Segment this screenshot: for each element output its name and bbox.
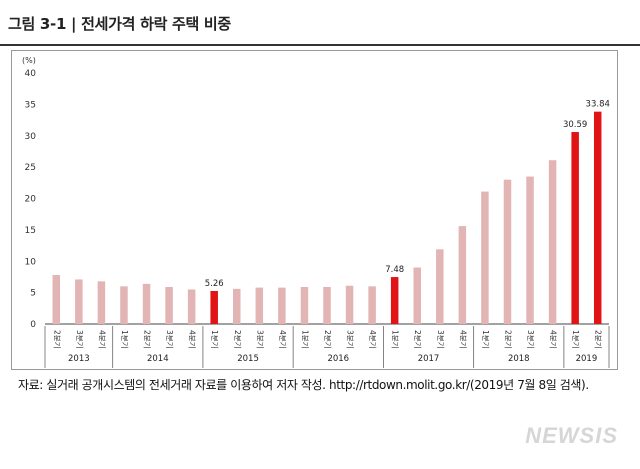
year-label: 2013 — [68, 354, 90, 364]
bar — [503, 179, 512, 324]
data-label: 7.48 — [385, 265, 404, 275]
bar — [548, 160, 557, 324]
x-tick-label: 2분기 — [323, 330, 332, 349]
bar — [323, 286, 331, 324]
bar — [278, 287, 286, 324]
bar — [413, 267, 421, 324]
bar — [345, 285, 354, 324]
year-label: 2018 — [508, 354, 530, 364]
data-label: 30.59 — [563, 120, 587, 130]
bar — [187, 289, 196, 324]
bar — [255, 287, 264, 324]
bar — [526, 176, 534, 324]
y-tick-label: 30 — [25, 132, 37, 142]
chart-frame: (%) 0 5 10 15 20 25 30 35 40 5.26 7.48 30.59 33.84 2분기… — [11, 50, 618, 370]
y-tick-label: 15 — [25, 226, 36, 236]
source-note: 자료: 실거래 공개시스템의 전세거래 자료를 이용하여 저자 작성. http… — [18, 378, 589, 392]
x-tick-label: 4분기 — [458, 330, 467, 349]
data-label: 33.84 — [586, 100, 610, 110]
year-label: 2015 — [237, 354, 259, 364]
year-label: 2016 — [327, 354, 349, 364]
watermark-logo: NEWSIS — [525, 423, 618, 448]
y-tick-label: 20 — [25, 195, 37, 205]
y-tick-label: 25 — [25, 163, 36, 173]
x-tick-label: 2분기 — [233, 330, 242, 349]
x-tick-label: 1분기 — [300, 330, 309, 349]
year-label: 2014 — [147, 354, 169, 364]
bar — [120, 286, 128, 324]
y-tick-label: 40 — [25, 69, 37, 79]
x-tick-label: 3분기 — [255, 330, 264, 349]
bar — [368, 286, 376, 324]
bar — [233, 288, 241, 324]
x-tick-label: 2분기 — [143, 330, 152, 349]
bar — [300, 286, 309, 324]
y-tick-label: 0 — [30, 320, 36, 330]
bar — [75, 279, 83, 324]
x-tick-label: 1분기 — [120, 330, 129, 349]
x-tick-label: 3분기 — [75, 330, 84, 349]
bar — [142, 283, 151, 324]
year-label: 2019 — [576, 354, 598, 364]
x-tick-label: 1분기 — [391, 330, 400, 349]
title-divider — [0, 44, 640, 46]
x-tick-label: 4분기 — [278, 330, 287, 349]
x-tick-label: 3분기 — [346, 330, 355, 349]
y-tick-label: 5 — [30, 289, 36, 299]
bar — [436, 249, 444, 324]
x-tick-label: 4분기 — [549, 330, 558, 349]
x-tick-label: 2분기 — [52, 330, 61, 349]
x-tick-label: 4분기 — [368, 330, 377, 349]
bar — [458, 226, 467, 324]
bar — [52, 275, 61, 324]
x-tick-label: 2분기 — [594, 330, 603, 349]
x-tick-label: 2분기 — [413, 330, 422, 349]
bar — [97, 281, 106, 324]
bar — [571, 132, 579, 324]
bar-chart: (%) 0 5 10 15 20 25 30 35 40 5.26 7.48 30.59 33.84 2분기… — [22, 56, 610, 368]
y-axis-unit-label: (%) — [22, 56, 36, 65]
x-tick-label: 3분기 — [526, 330, 535, 349]
x-tick-label: 4분기 — [188, 330, 197, 349]
figure-title-row: 그림 3-1 | 전세가격 하락 주택 비중 — [8, 12, 231, 34]
bar — [593, 111, 602, 325]
x-tick-label: 1분기 — [210, 330, 219, 349]
y-tick-label: 35 — [25, 100, 36, 110]
x-tick-label: 2분기 — [503, 330, 512, 349]
bar — [481, 191, 489, 324]
x-tick-label: 3분기 — [436, 330, 445, 349]
x-tick-label: 3분기 — [165, 330, 174, 349]
bar — [210, 290, 218, 324]
y-tick-label: 10 — [25, 257, 37, 267]
x-tick-label: 1분기 — [571, 330, 580, 349]
figure-title: 그림 3-1 | 전세가격 하락 주택 비중 — [8, 14, 231, 33]
bar — [165, 286, 173, 324]
year-label: 2017 — [418, 354, 440, 364]
x-tick-label: 4분기 — [97, 330, 106, 349]
data-label: 5.26 — [205, 279, 224, 289]
bar — [390, 277, 399, 324]
x-tick-label: 1분기 — [481, 330, 490, 349]
